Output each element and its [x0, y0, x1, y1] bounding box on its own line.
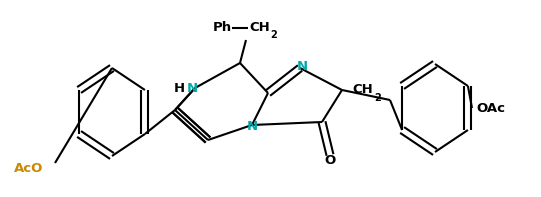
Text: CH: CH [249, 20, 270, 33]
Text: H: H [174, 82, 185, 95]
Text: N: N [296, 60, 308, 73]
Text: N: N [187, 82, 198, 95]
Text: 2: 2 [270, 30, 277, 40]
Text: Ph: Ph [213, 20, 232, 33]
Text: AcO: AcO [14, 162, 43, 175]
Text: O: O [325, 153, 335, 166]
Text: 2: 2 [374, 93, 381, 103]
Text: N: N [247, 120, 258, 133]
Text: OAc: OAc [476, 101, 505, 114]
Text: CH: CH [352, 83, 373, 96]
